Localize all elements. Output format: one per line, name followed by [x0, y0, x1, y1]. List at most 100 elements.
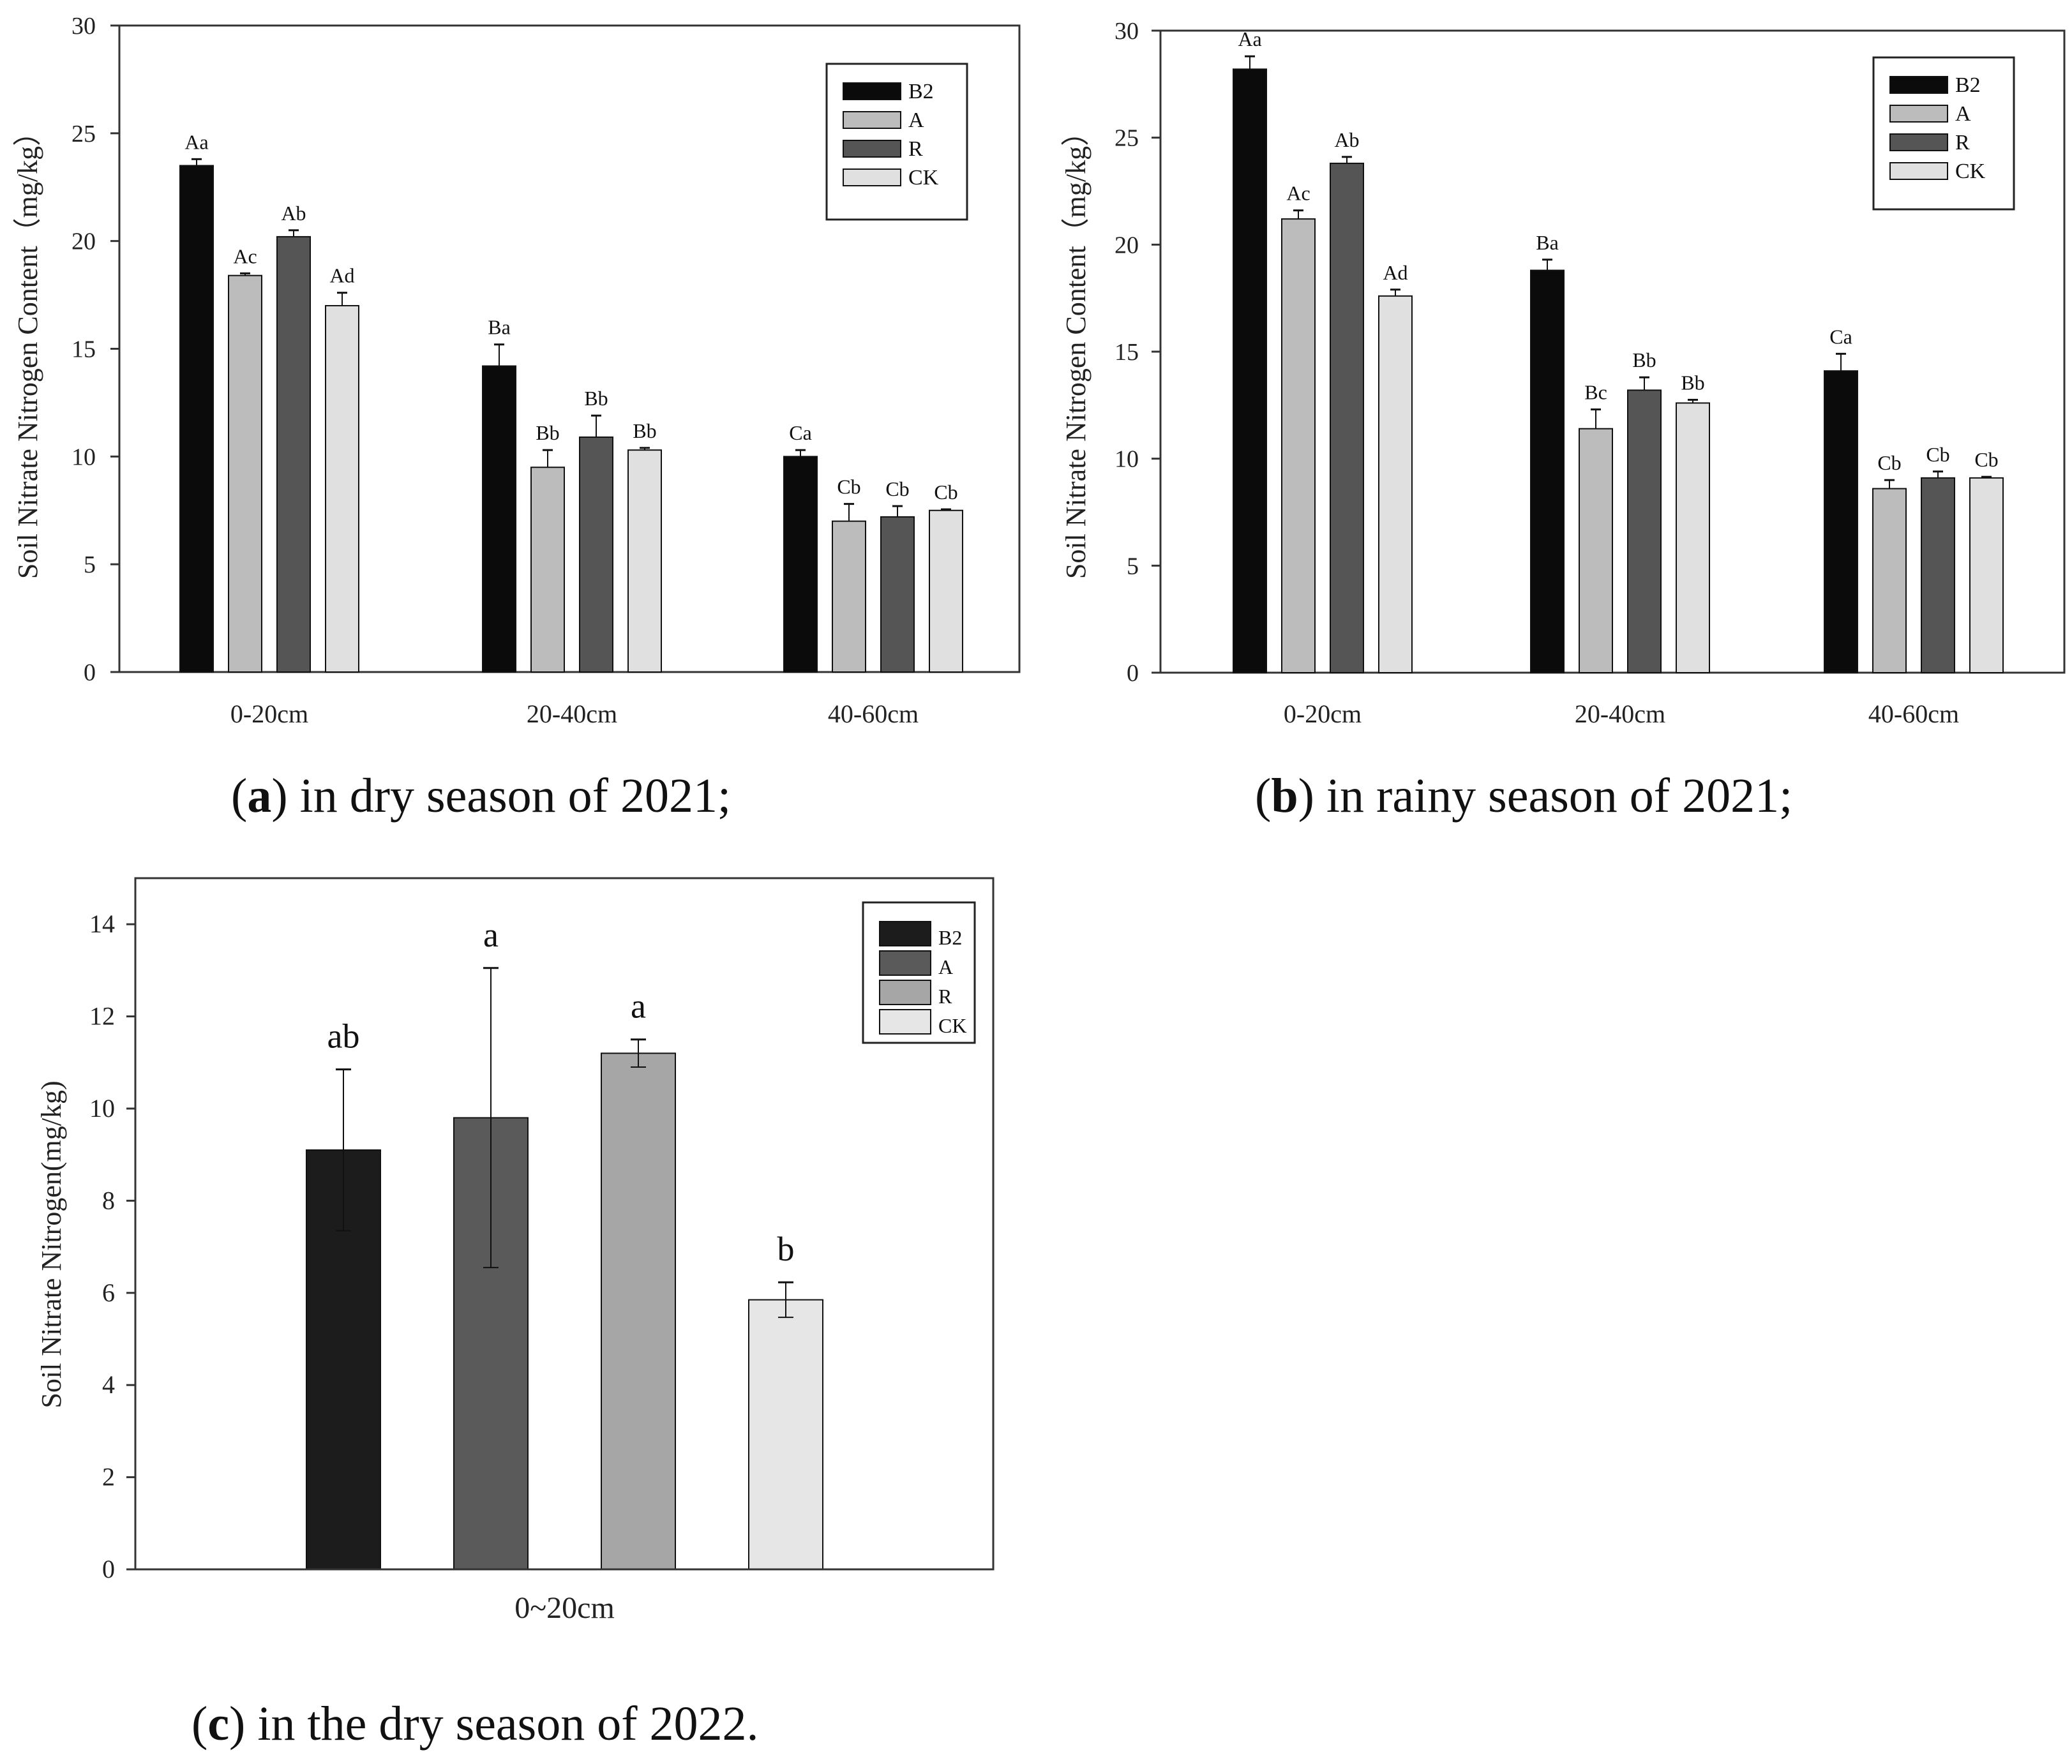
bar-r: [1921, 477, 1955, 673]
significance-label: a: [631, 987, 646, 1026]
legend-label-ck: CK: [938, 1014, 966, 1037]
caption-c: (c) in the dry season of 2022.: [191, 1697, 759, 1751]
significance-label: b: [777, 1230, 795, 1268]
bar-ck: [325, 304, 359, 673]
panel-b-y-ticks: 0 5 10 15 20 25 30: [1115, 18, 1160, 687]
legend-label-a: A: [908, 108, 924, 132]
legend-swatch-ck: [843, 168, 901, 186]
legend-label-b2: B2: [938, 926, 962, 949]
y-tick-label: 25: [71, 121, 96, 147]
significance-label: Aa: [1238, 27, 1261, 50]
panel-a-x-ticks: 0-20cm 20-40cm 40-60cm: [230, 699, 919, 728]
significance-label: Ab: [1334, 128, 1359, 151]
caption-b: (b) in rainy season of 2021;: [1255, 769, 1792, 823]
bar-a: [1579, 428, 1613, 673]
y-tick-label: 4: [102, 1370, 115, 1399]
legend-swatch-a: [879, 950, 931, 976]
significance-label: Ad: [1383, 261, 1408, 284]
significance-label: Cb: [934, 481, 957, 504]
legend-label-ck: CK: [1955, 160, 1986, 183]
legend-swatch-ck: [879, 1009, 931, 1035]
y-tick-label: 10: [71, 444, 96, 470]
panel-c-legend: B2 AR CK: [862, 901, 976, 1044]
x-category-label: 20-40cm: [1575, 699, 1665, 728]
significance-label: Ca: [1829, 325, 1852, 348]
panel-b-bars: Aa Ba Ca Ac Bc Cb Ab Bb Cb Ad Bb Cb: [1233, 27, 2004, 674]
legend-swatch-r: [1889, 133, 1948, 151]
caption-a-text: ) in dry season of 2021;: [271, 769, 731, 823]
bar-ck: [1378, 295, 1413, 673]
significance-label: a: [483, 916, 499, 954]
panel-a-chart: Soil Nitrate Nitrogen Content（mg/kg） 0 5 1…: [12, 13, 1021, 728]
y-tick-label: 30: [1115, 18, 1139, 45]
y-tick-label: 2: [102, 1463, 115, 1491]
y-tick-label: 5: [84, 551, 96, 578]
legend-label-b2: B2: [1955, 73, 1981, 97]
panel-b-legend: B2 AR CK: [1872, 56, 2015, 211]
y-tick-label: 0: [102, 1555, 115, 1583]
bar-b2: [482, 365, 516, 673]
panel-b-x-ticks: 0-20cm 20-40cm 40-60cm: [1284, 699, 1959, 728]
y-tick-label: 8: [102, 1186, 115, 1215]
bar-b2: [783, 456, 818, 673]
bar-a: [832, 520, 866, 673]
caption-a-letter: a: [247, 769, 271, 823]
y-tick-label: 20: [1115, 232, 1139, 258]
x-category-label: 0~20cm: [514, 1591, 615, 1625]
bar-r: [601, 1052, 676, 1570]
significance-label: Ad: [329, 264, 354, 287]
y-tick-label: 14: [89, 909, 115, 938]
significance-label: Ac: [1286, 182, 1310, 205]
x-category-label: 20-40cm: [527, 699, 617, 728]
significance-label: Ba: [1536, 231, 1559, 254]
legend-swatch-b2: [1889, 76, 1948, 94]
y-tick-label: 5: [1127, 553, 1139, 579]
panel-a-y-axis-label: Soil Nitrate Nitrogen Content（mg/kg）: [12, 118, 43, 579]
significance-label: Bb: [1632, 348, 1656, 371]
bar-a: [1281, 218, 1316, 673]
y-tick-label: 10: [1115, 446, 1139, 473]
significance-label: Aa: [184, 130, 208, 153]
panel-b-chart: Soil Nitrate Nitrogen Content（mg/kg） 0 5 1…: [1060, 18, 2066, 728]
y-tick-label: 12: [89, 1002, 115, 1031]
bar-b2: [1824, 370, 1858, 673]
y-tick-label: 6: [102, 1278, 115, 1307]
significance-label: Ba: [488, 316, 511, 339]
significance-label: Ab: [281, 202, 306, 225]
x-category-label: 40-60cm: [828, 699, 919, 728]
legend-swatch-b2: [843, 82, 901, 100]
significance-label: Ca: [789, 421, 812, 444]
panel-a-y-ticks: 0 5 10 15 20 25 30: [71, 13, 119, 686]
significance-label: Cb: [1974, 448, 1998, 471]
panel-c-chart: Soil Nitrate Nitrogen(mg/kg) 0 2 4 6 8 10 12 14…: [36, 877, 995, 1625]
caption-c-letter: c: [207, 1697, 229, 1751]
significance-label: Ac: [233, 244, 257, 267]
caption-b-text: ) in rainy season of 2021;: [1298, 769, 1793, 823]
bar-b2: [1233, 68, 1267, 674]
significance-label: Bc: [1584, 381, 1607, 404]
panel-c-x-ticks: 0~20cm: [514, 1591, 615, 1625]
y-tick-label: 0: [1127, 660, 1139, 687]
legend-label-b2: B2: [908, 80, 934, 103]
panel-b-y-axis-label: Soil Nitrate Nitrogen Content（mg/kg）: [1060, 118, 1092, 579]
x-category-label: 40-60cm: [1868, 699, 1959, 728]
significance-label: Bb: [633, 419, 656, 442]
x-category-label: 0-20cm: [230, 699, 308, 728]
caption-c-text: ) in the dry season of 2022.: [229, 1697, 759, 1751]
significance-label: ab: [327, 1017, 360, 1056]
legend-swatch-ck: [1889, 162, 1948, 180]
caption-a: (a) in dry season of 2021;: [231, 769, 731, 823]
y-tick-label: 15: [1115, 339, 1139, 366]
x-category-label: 0-20cm: [1284, 699, 1362, 728]
panel-c-frame: [134, 877, 995, 1571]
significance-label: Cb: [885, 477, 909, 500]
y-tick-label: 10: [89, 1094, 115, 1123]
bar-r: [579, 436, 613, 673]
legend-label-a: A: [938, 955, 953, 978]
legend-label-r: R: [1955, 131, 1970, 154]
legend-label-a: A: [1955, 102, 1971, 126]
bar-r: [1330, 162, 1364, 673]
y-tick-label: 15: [71, 336, 96, 363]
y-tick-label: 20: [71, 228, 96, 255]
